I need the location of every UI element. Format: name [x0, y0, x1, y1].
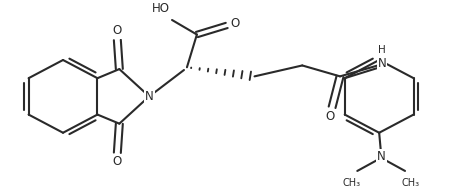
Text: N: N	[145, 90, 154, 103]
Text: CH₃: CH₃	[402, 178, 420, 188]
Text: N: N	[377, 57, 386, 70]
Text: CH₃: CH₃	[342, 178, 360, 188]
Text: H: H	[378, 45, 386, 55]
Text: O: O	[113, 155, 122, 168]
Text: HO: HO	[152, 2, 170, 15]
Text: O: O	[326, 110, 335, 123]
Text: O: O	[113, 24, 122, 37]
Text: O: O	[230, 17, 239, 30]
Text: N: N	[377, 150, 386, 163]
